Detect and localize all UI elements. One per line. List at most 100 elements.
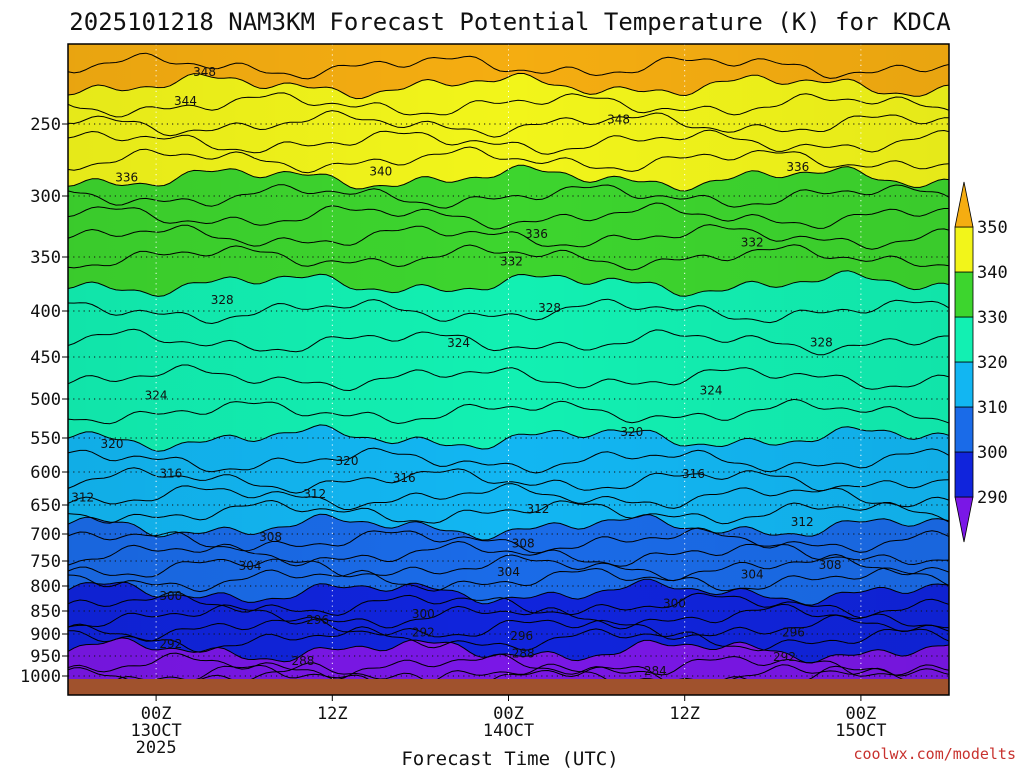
contour-label-text: 288 [512, 646, 535, 660]
contour-line-338 [68, 184, 949, 209]
contour-label: 296 [306, 613, 329, 627]
contour-label: 312 [303, 487, 326, 501]
contour-label-text: 348 [607, 113, 630, 127]
contour-line-348 [68, 92, 949, 118]
contour-line-310 [68, 513, 949, 541]
colorbar-label: 340 [977, 263, 1008, 283]
x-tick-label: 00Z [846, 704, 877, 724]
x-tick-label: 12Z [317, 704, 348, 724]
contour-label: 328 [538, 301, 561, 315]
contour-label: 332 [500, 254, 523, 268]
contour-label-text: 332 [741, 235, 764, 249]
contour-label-text: 312 [526, 502, 549, 516]
ground-surface [68, 679, 949, 695]
colorbar-label: 310 [977, 398, 1008, 418]
y-tick-label: 550 [30, 429, 61, 449]
contour-label-text: 292 [412, 626, 435, 640]
contour-label: 320 [336, 454, 359, 468]
y-tick-label: 600 [30, 463, 61, 483]
colorbar: 290 300 310 320 330 340 350 [954, 181, 1008, 543]
contour-label-text: 304 [497, 565, 520, 579]
contour-label: 336 [525, 227, 548, 241]
x-tick-label: 15OCT [835, 721, 886, 741]
contour-label: 296 [782, 626, 805, 640]
contour-label: 336 [115, 170, 138, 184]
contour-label-text: 284 [644, 664, 667, 678]
contour-label: 296 [510, 629, 533, 643]
contour-line-340 [68, 164, 949, 192]
contour-label: 288 [512, 646, 535, 660]
contour-label-text: 292 [159, 637, 182, 651]
contour-label: 344 [174, 94, 197, 108]
y-tick-label: 500 [30, 390, 61, 410]
contour-label: 316 [393, 471, 416, 485]
y-tick-label: 750 [30, 552, 61, 572]
contour-label: 324 [145, 389, 168, 403]
grid-lines [68, 44, 949, 695]
contour-label: 292 [412, 626, 435, 640]
y-tick-label: 800 [30, 577, 61, 597]
contour-label-text: 336 [525, 227, 548, 241]
y-tick-label: 300 [30, 187, 61, 207]
x-tick-label: 12Z [669, 704, 700, 724]
contour-label: 336 [786, 160, 809, 174]
y-tick-label: 850 [30, 602, 61, 622]
contour-line-346 [68, 110, 949, 138]
x-tick-label: 2025 [136, 738, 177, 758]
contour-line-292 [68, 626, 949, 653]
contour-label-text: 300 [663, 597, 686, 611]
contour-label-text: 328 [211, 293, 234, 307]
colorbar-segment [954, 451, 974, 498]
contour-line-334 [68, 224, 949, 250]
x-axis-label: Forecast Time (UTC) [401, 748, 618, 768]
contour-label: 312 [791, 515, 814, 529]
contour-label: 348 [607, 113, 630, 127]
contour-line-308 [68, 527, 949, 554]
x-tick-label: 00Z [141, 704, 172, 724]
contour-label: 316 [682, 467, 705, 481]
contour-label-text: 296 [306, 613, 329, 627]
contour-label: 284 [644, 664, 667, 678]
contour-line-288 [68, 652, 949, 680]
y-tick-label: 1000 [20, 667, 61, 687]
contour-label: 308 [819, 558, 842, 572]
colorbar-label: 350 [977, 218, 1008, 238]
contour-label: 312 [71, 491, 94, 505]
y-tick-label: 400 [30, 302, 61, 322]
contour-line-296 [68, 603, 949, 630]
contour-line-328 [68, 298, 949, 324]
colorbar-label: 290 [977, 488, 1008, 508]
contour-label-text: 316 [159, 466, 182, 480]
contour-label-text: 300 [412, 607, 435, 621]
contour-line-322 [68, 398, 949, 425]
contour-line-344 [68, 129, 949, 155]
contour-label-text: 320 [620, 425, 643, 439]
colorbar-label: 300 [977, 443, 1008, 463]
chart-title: 2025101218 NAM3KM Forecast Potential Tem… [69, 8, 951, 36]
y-tick-label: 650 [30, 496, 61, 516]
contour-label-text: 320 [101, 437, 124, 451]
contour-label-text: 292 [773, 650, 796, 664]
x-tick-label: 13OCT [131, 721, 182, 741]
contour-label: 320 [620, 425, 643, 439]
contour-label: 304 [741, 568, 764, 582]
contour-label-text: 296 [782, 626, 805, 640]
contour-label-text: 308 [512, 537, 535, 551]
contour-label-text: 340 [369, 165, 392, 179]
contour-line-350 [68, 72, 949, 100]
colorbar-segment [954, 361, 974, 408]
contour-label: 324 [700, 384, 723, 398]
contour-label: 312 [526, 502, 549, 516]
contour-line-304 [68, 554, 949, 582]
contour-label-text: 336 [786, 160, 809, 174]
contour-label: 304 [497, 565, 520, 579]
colorbar-label: 330 [977, 308, 1008, 328]
contour-label: 300 [159, 589, 182, 603]
contour-line-298 [68, 591, 949, 619]
contour-label: 292 [159, 637, 182, 651]
contour-line-352 [68, 52, 949, 80]
contour-label: 300 [663, 597, 686, 611]
